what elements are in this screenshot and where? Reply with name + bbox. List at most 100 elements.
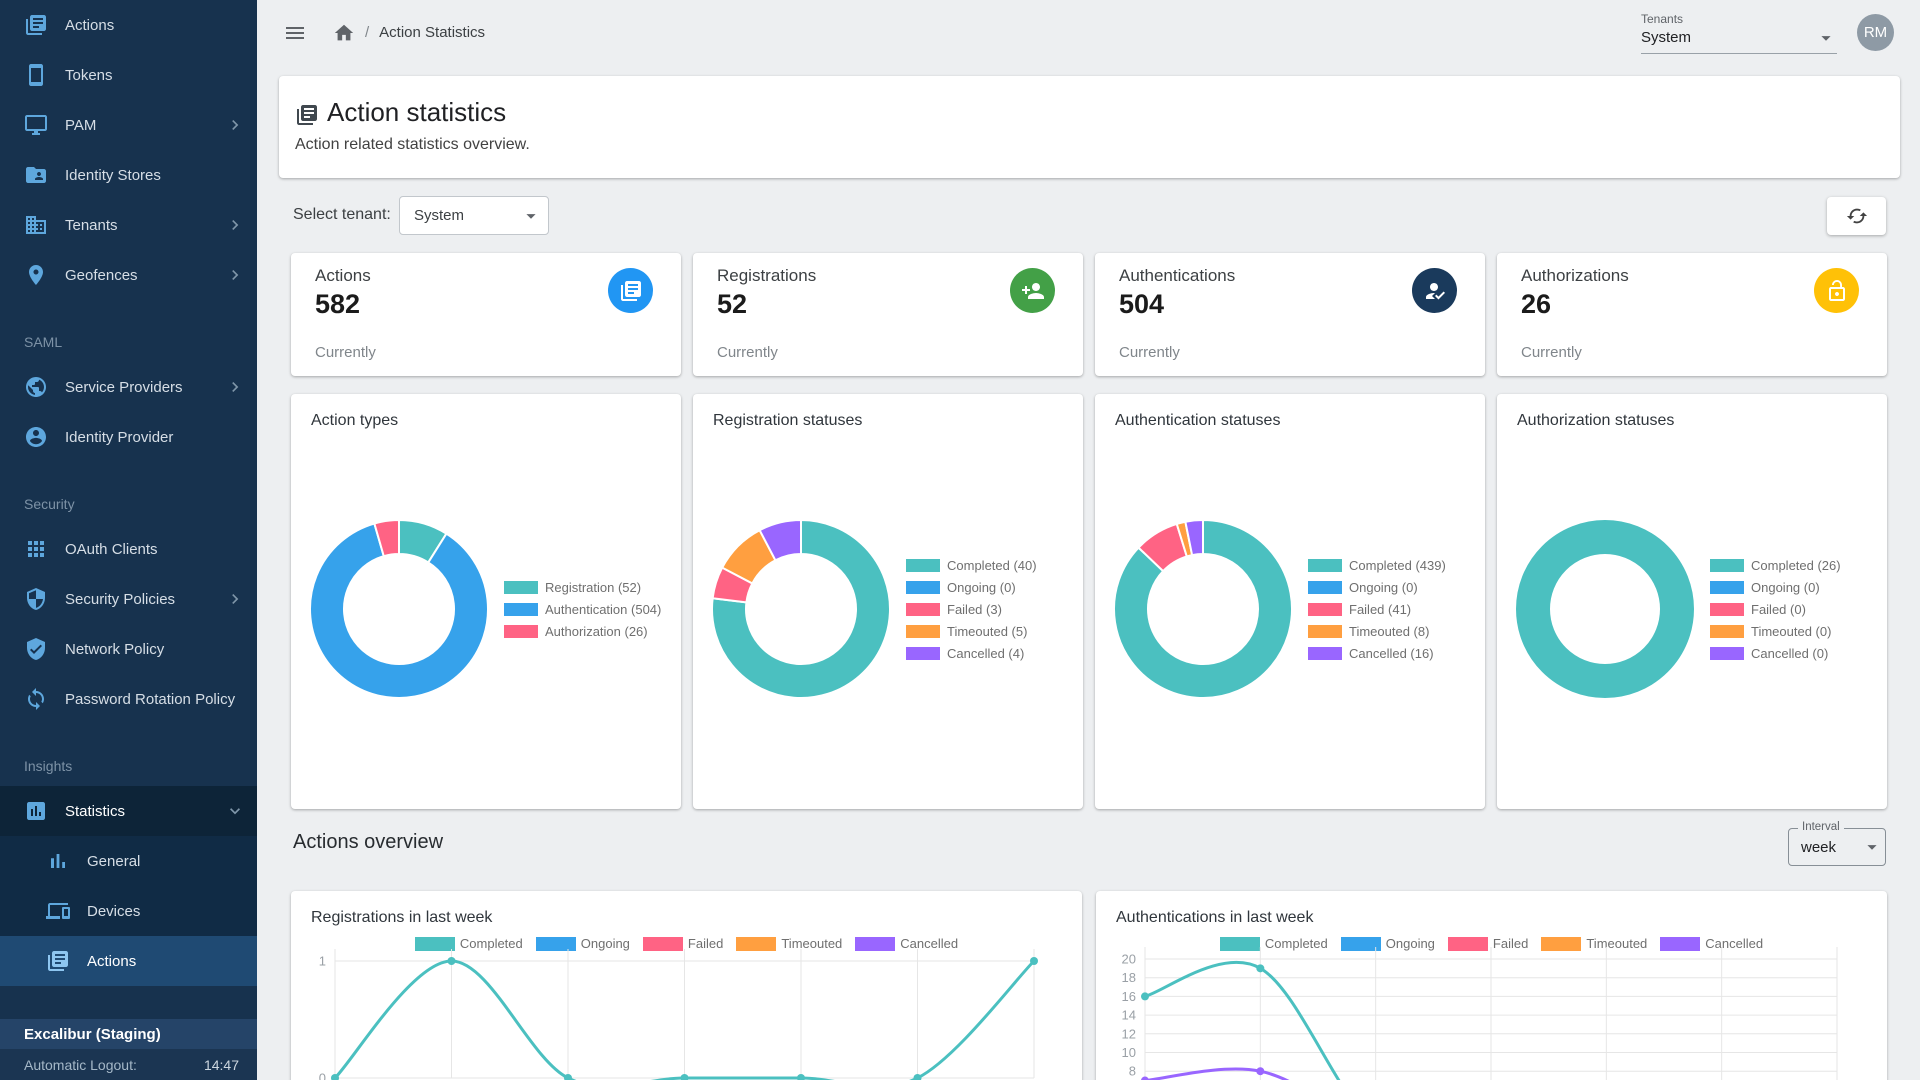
- sidebar-item-general[interactable]: General: [0, 836, 257, 886]
- tenant-select-topbar[interactable]: Tenants System: [1641, 12, 1837, 54]
- legend-item-cancelled[interactable]: Cancelled (16): [1308, 642, 1446, 664]
- legend-swatch: [736, 936, 777, 951]
- stat-card-title: Authorizations: [1521, 266, 1629, 285]
- legend-item-timeouted[interactable]: Timeouted (5): [906, 620, 1037, 642]
- legend-item-timeouted[interactable]: Timeouted: [736, 936, 842, 951]
- authentication-statuses-donut-chart[interactable]: [1111, 517, 1295, 701]
- legend-swatch: [906, 646, 940, 660]
- legend-item-ongoing[interactable]: Ongoing (0): [906, 576, 1037, 598]
- legend-label: Timeouted: [781, 936, 843, 951]
- sidebar-item-geofences[interactable]: Geofences: [0, 250, 257, 300]
- tenant-select-topbar-label: Tenants: [1641, 11, 1684, 26]
- sidebar-item-identity-provider[interactable]: Identity Provider: [0, 412, 257, 462]
- tenant-select-main[interactable]: System: [399, 196, 549, 235]
- auto-logout-row: Automatic Logout: 14:47: [0, 1049, 257, 1080]
- refresh-button[interactable]: [1827, 197, 1886, 235]
- sidebar-item-tenants[interactable]: Tenants: [0, 200, 257, 250]
- sidebar-nav: Actions Tokens PAM Identity Stores Tenants Ge…: [0, 0, 257, 1048]
- person-add-icon: [1021, 282, 1044, 299]
- oauth-clients-icon: [28, 541, 44, 557]
- legend-label: Failed (0): [1751, 601, 1806, 617]
- legend-item-ongoing[interactable]: Ongoing: [1340, 936, 1435, 951]
- legend-label: Timeouted (8): [1349, 623, 1430, 639]
- legend-label: Failed: [687, 936, 724, 951]
- legend-item-failed[interactable]: Failed (3): [906, 598, 1037, 620]
- legend-swatch: [906, 602, 940, 616]
- avatar[interactable]: RM: [1857, 14, 1894, 51]
- sidebar-item-password-rotation-policy[interactable]: Password Rotation Policy: [0, 674, 257, 724]
- actions-icon: [48, 951, 68, 971]
- interval-select[interactable]: Interval week: [1788, 821, 1886, 866]
- sidebar-section-saml: SAML: [24, 334, 63, 350]
- legend-label: Registration (52): [545, 579, 642, 595]
- sidebar-item-label: Devices: [87, 902, 141, 920]
- legend-swatch: [1308, 646, 1342, 660]
- stat-card-caption: Currently: [1521, 344, 1582, 361]
- legend-item-cancelled[interactable]: Cancelled (4): [906, 642, 1037, 664]
- legend-item-completed[interactable]: Completed: [1219, 936, 1328, 951]
- identity-provider-icon: [26, 427, 46, 447]
- legend-item-failed[interactable]: Failed (41): [1308, 598, 1446, 620]
- legend-swatch: [855, 936, 896, 951]
- legend-swatch: [504, 580, 538, 594]
- sidebar: Actions Tokens PAM Identity Stores Tenants Ge…: [0, 0, 257, 1080]
- legend-item-failed[interactable]: Failed: [1447, 936, 1529, 951]
- legend-item-ongoing[interactable]: Ongoing (0): [1710, 576, 1841, 598]
- sidebar-item-security-policies[interactable]: Security Policies: [0, 574, 257, 624]
- legend-item-cancelled[interactable]: Cancelled: [1660, 936, 1763, 951]
- authentications-in-last-week-line-chart[interactable]: 02468101214161820: [1096, 891, 1887, 1080]
- legend-item-authentication[interactable]: Authentication (504): [504, 598, 661, 620]
- legend-item-authorization[interactable]: Authorization (26): [504, 620, 661, 642]
- sidebar-item-label: Identity Stores: [65, 166, 161, 184]
- legend-label: Failed: [1492, 936, 1529, 951]
- sidebar-item-label: Password Rotation Policy: [65, 690, 236, 708]
- legend-item-completed[interactable]: Completed: [414, 936, 523, 951]
- tenants-icon: [26, 216, 46, 234]
- menu-button[interactable]: [283, 21, 307, 45]
- sidebar-item-label: Identity Provider: [65, 428, 174, 446]
- topbar: / Action Statistics Tenants System RM: [257, 0, 1920, 65]
- svg-text:12: 12: [1122, 1026, 1136, 1041]
- legend-item-failed[interactable]: Failed (0): [1710, 598, 1841, 620]
- password-rotation-icon: [28, 688, 44, 710]
- legend-label: Cancelled (4): [947, 645, 1025, 661]
- sidebar-item-service-providers[interactable]: Service Providers: [0, 362, 257, 412]
- legend-swatch: [642, 936, 683, 951]
- main-content: Action statistics Action related statist…: [257, 65, 1920, 1080]
- legend-label: Completed: [459, 936, 523, 951]
- legend-item-cancelled[interactable]: Cancelled (0): [1710, 642, 1841, 664]
- sidebar-item-actions[interactable]: Actions: [0, 936, 257, 986]
- authorization-statuses-donut-chart[interactable]: [1513, 517, 1697, 701]
- sidebar-item-pam[interactable]: PAM: [0, 100, 257, 150]
- breadcrumb-home[interactable]: [333, 22, 355, 44]
- legend-item-timeouted[interactable]: Timeouted (0): [1710, 620, 1841, 642]
- svg-text:14: 14: [1122, 1008, 1136, 1023]
- legend-item-ongoing[interactable]: Ongoing (0): [1308, 576, 1446, 598]
- legend-item-registration[interactable]: Registration (52): [504, 576, 661, 598]
- legend-swatch: [1710, 646, 1744, 660]
- legend-item-timeouted[interactable]: Timeouted (8): [1308, 620, 1446, 642]
- registrations-in-last-week-line-chart[interactable]: 01: [291, 891, 1082, 1080]
- sidebar-item-tokens[interactable]: Tokens: [0, 50, 257, 100]
- action-types-donut-chart[interactable]: [307, 517, 491, 701]
- sidebar-item-network-policy[interactable]: Network Policy: [0, 624, 257, 674]
- legend-item-completed[interactable]: Completed (26): [1710, 554, 1841, 576]
- page-subtitle: Action related statistics overview.: [295, 136, 530, 153]
- actions-icon: [297, 105, 317, 125]
- sidebar-item-identity-stores[interactable]: Identity Stores: [0, 150, 257, 200]
- legend-item-ongoing[interactable]: Ongoing: [535, 936, 630, 951]
- registration-statuses-donut-chart[interactable]: [709, 517, 893, 701]
- tenant-select-topbar-value: System: [1641, 29, 1692, 46]
- sidebar-item-devices[interactable]: Devices: [0, 886, 257, 936]
- sidebar-item-oauth-clients[interactable]: OAuth Clients: [0, 524, 257, 574]
- chart-legend: Registration (52) Authentication (504) Aut…: [504, 576, 661, 642]
- stat-card-value: 26: [1521, 289, 1552, 319]
- legend-item-completed[interactable]: Completed (439): [1308, 554, 1446, 576]
- legend-item-completed[interactable]: Completed (40): [906, 554, 1037, 576]
- legend-item-cancelled[interactable]: Cancelled: [855, 936, 958, 951]
- sidebar-item-actions[interactable]: Actions: [0, 0, 257, 50]
- legend-swatch: [504, 624, 538, 638]
- legend-item-timeouted[interactable]: Timeouted: [1541, 936, 1647, 951]
- legend-item-failed[interactable]: Failed: [642, 936, 724, 951]
- sidebar-item-statistics[interactable]: Statistics: [0, 786, 257, 836]
